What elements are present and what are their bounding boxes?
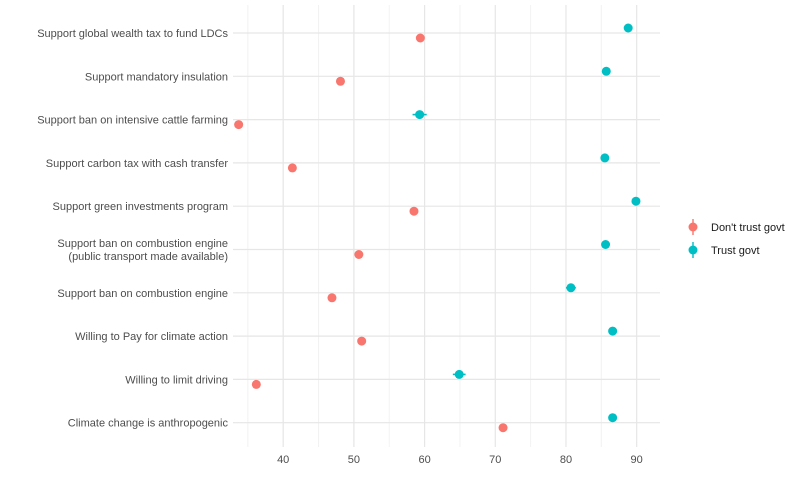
series-layer [234, 23, 641, 433]
y-tick-label: Support ban on intensive cattle farming [37, 115, 228, 127]
data-point [631, 196, 641, 206]
series-1 [412, 23, 641, 423]
data-point [454, 369, 464, 379]
x-tick-label: 80 [560, 454, 572, 466]
y-tick-label: Support green investments program [53, 201, 228, 213]
y-tick-label: Support ban on combustion engine [57, 288, 228, 300]
y-tick-label: Support carbon tax with cash transfer [46, 158, 229, 170]
legend-key-point [688, 222, 698, 232]
data-point [251, 379, 261, 389]
x-ticks: 40 50 60 70 80 90 [277, 454, 643, 466]
series-0 [234, 33, 508, 433]
y-tick-label: Support ban on combustion engine [57, 238, 228, 250]
data-point [600, 153, 610, 163]
data-point [608, 413, 618, 423]
y-tick-label: Support global wealth tax to fund LDCs [37, 28, 228, 40]
data-point [287, 163, 297, 173]
data-point [623, 23, 633, 33]
x-tick-label: 60 [418, 454, 430, 466]
data-point [601, 66, 611, 76]
data-point [327, 293, 337, 303]
data-point [498, 423, 508, 433]
y-tick-label: Support mandatory insulation [85, 71, 228, 83]
data-point [601, 240, 611, 249]
data-point [608, 326, 618, 336]
legend: Don't trust govt Trust govt [688, 219, 785, 258]
data-point [566, 283, 576, 293]
y-tick-label: Willing to limit driving [125, 374, 228, 386]
legend-item: Don't trust govt [688, 219, 785, 235]
y-tick-label: Climate change is anthropogenic [68, 418, 229, 430]
grid-major [233, 5, 660, 447]
legend-key-point [688, 245, 698, 255]
legend-label: Trust govt [711, 245, 760, 257]
data-point [335, 76, 345, 86]
data-point [357, 336, 367, 346]
data-point [415, 110, 425, 120]
x-tick-label: 90 [631, 454, 643, 466]
data-point [234, 120, 244, 130]
x-tick-label: 40 [277, 454, 289, 466]
y-tick-label: (public transport made available) [68, 251, 228, 263]
y-tick-label: Willing to Pay for climate action [75, 331, 228, 343]
grid-minor [247, 5, 602, 447]
x-tick-label: 50 [348, 454, 360, 466]
x-tick-label: 70 [489, 454, 501, 466]
legend-label: Don't trust govt [711, 222, 785, 234]
data-point [354, 250, 364, 259]
y-labels: Support global wealth tax to fund LDCs Su… [37, 28, 228, 430]
data-point [409, 206, 419, 216]
legend-item: Trust govt [688, 242, 760, 258]
data-point [415, 33, 425, 43]
